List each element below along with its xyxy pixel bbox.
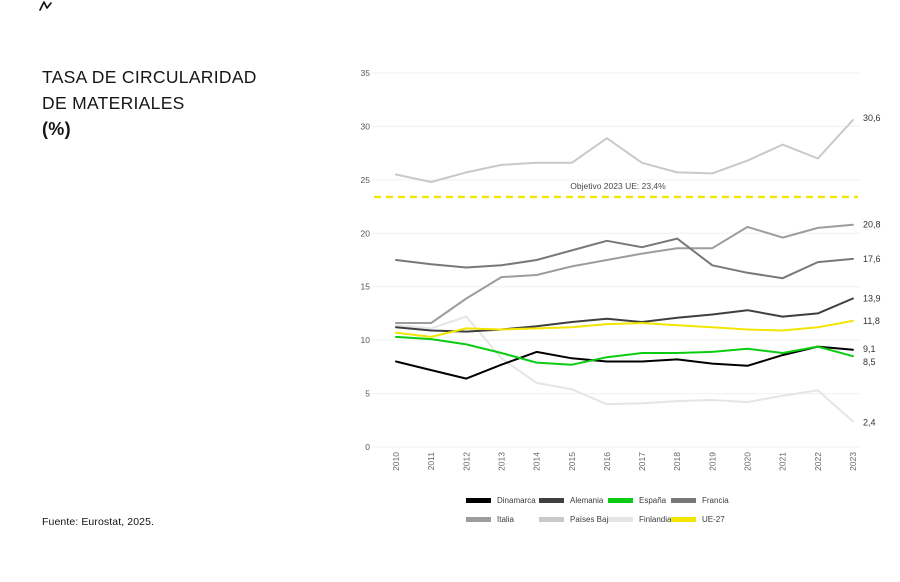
legend-item-alemania: Alemania <box>539 496 608 505</box>
x-tick-label-2013: 2013 <box>496 452 506 471</box>
series-end-label-finlandia: 2,4 <box>863 417 876 427</box>
series-line-francia <box>395 237 854 280</box>
legend-item-francia: Francia <box>671 496 751 505</box>
legend-label-espana: España <box>639 496 667 505</box>
legend-swatch-ue-27 <box>671 517 696 522</box>
legend-label-alemania: Alemania <box>570 496 604 505</box>
series-end-label-alemania: 13,9 <box>863 293 881 303</box>
legend-label-italia: Italia <box>497 515 514 524</box>
x-tick-label-2012: 2012 <box>461 452 471 471</box>
legend-swatch-alemania <box>539 498 564 503</box>
series-line-italia <box>395 223 854 324</box>
legend-label-francia: Francia <box>702 496 729 505</box>
legend-label-finlandia: Finlandia <box>639 515 672 524</box>
series-end-label-espana: 8,5 <box>863 357 876 367</box>
legend-item-finlandia: Finlandia <box>608 515 671 524</box>
y-tick-label-20: 20 <box>361 228 371 238</box>
x-tick-label-2023: 2023 <box>848 452 858 471</box>
x-tick-label-2022: 2022 <box>813 452 823 471</box>
y-tick-label-15: 15 <box>361 282 371 292</box>
chart-area: 0 5 10 15 20 25 30 35 2010 2011 2012 2013 2014 2015 20… <box>356 58 900 568</box>
x-tick-label-2010: 2010 <box>391 452 401 471</box>
legend-label-dinamarca: Dinamarca <box>497 496 536 505</box>
source-note: Fuente: Eurostat, 2025. <box>42 516 155 528</box>
legend-swatch-finlandia <box>608 517 633 522</box>
legend-label-paises-bajos: Países Bajos <box>570 515 617 524</box>
y-tick-label-5: 5 <box>365 389 370 399</box>
x-tick-label-2021: 2021 <box>778 452 788 471</box>
x-tick-label-2017: 2017 <box>637 452 647 471</box>
legend-label-ue-27: UE-27 <box>702 515 725 524</box>
legend-item-ue-27: UE-27 <box>671 515 751 524</box>
legend-item-dinamarca: Dinamarca <box>466 496 539 505</box>
x-tick-label-2020: 2020 <box>743 452 753 471</box>
legend-swatch-italia <box>466 517 491 522</box>
eu-target-line-label: Objetivo 2023 UE: 23,4% <box>570 181 666 191</box>
x-tick-label-2016: 2016 <box>602 452 612 471</box>
legend-swatch-espana <box>608 498 633 503</box>
series-end-label-dinamarca: 9,1 <box>863 344 876 354</box>
legend-item-italia: Italia <box>466 515 539 524</box>
y-tick-label-30: 30 <box>361 121 371 131</box>
legend-item-paises-bajos: Países Bajos <box>539 515 617 524</box>
series-line-ue-27 <box>395 319 854 338</box>
legend-swatch-dinamarca <box>466 498 491 503</box>
x-tick-label-2018: 2018 <box>672 452 682 471</box>
page-title: TASA DE CIRCULARIDAD DE MATERIALES (%) <box>42 64 257 142</box>
legend-item-espana: España <box>608 496 671 505</box>
circularity-line-chart: 0 5 10 15 20 25 30 35 2010 2011 2012 2013 2014 2015 20… <box>361 68 881 471</box>
series-line-espana <box>395 335 854 366</box>
corner-pen-mark <box>39 1 52 11</box>
legend-swatch-paises-bajos <box>539 517 564 522</box>
series-line-paises-bajos <box>395 119 854 183</box>
x-tick-label-2011: 2011 <box>426 452 436 471</box>
page-title-line2: DE MATERIALES <box>42 93 185 113</box>
x-tick-label-2019: 2019 <box>707 452 717 471</box>
y-tick-label-25: 25 <box>361 175 371 185</box>
page-title-line1: TASA DE CIRCULARIDAD <box>42 67 257 87</box>
series-end-label-ue-27: 11,8 <box>863 316 880 326</box>
page-title-unit: (%) <box>42 119 71 139</box>
y-tick-label-10: 10 <box>361 335 371 345</box>
series-line-dinamarca <box>395 345 854 380</box>
series-end-label-paises-bajos: 30,6 <box>863 113 881 123</box>
series-line-finlandia <box>395 315 854 423</box>
series-line-alemania <box>395 297 854 333</box>
series-end-label-francia: 17,6 <box>863 254 881 264</box>
x-tick-label-2015: 2015 <box>567 452 577 471</box>
y-tick-label-0: 0 <box>365 442 370 452</box>
y-tick-label-35: 35 <box>361 68 371 78</box>
legend-swatch-francia <box>671 498 696 503</box>
x-tick-label-2014: 2014 <box>532 452 542 471</box>
series-end-label-italia: 20,8 <box>863 220 881 230</box>
chart-legend: Dinamarca Alemania España Francia Italia País… <box>466 496 751 524</box>
